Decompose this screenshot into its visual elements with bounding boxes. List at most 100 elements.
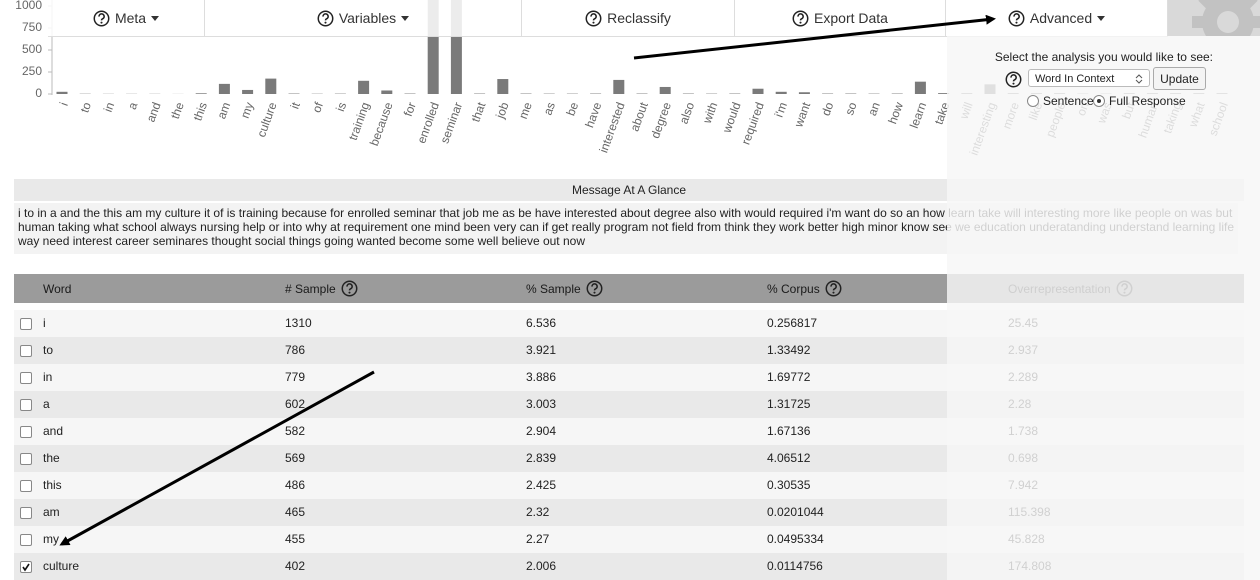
checkbox[interactable] — [20, 507, 32, 519]
radio-option[interactable]: Full Response — [1093, 94, 1186, 108]
checkbox[interactable] — [20, 318, 32, 330]
table-cell: 2.839 — [526, 451, 557, 465]
bar — [195, 93, 207, 94]
toolbar: Meta Variables Reclassify Export Data Advanc… — [48, 0, 1168, 37]
x-tick-label: training — [346, 100, 373, 142]
help-dot — [348, 291, 351, 294]
help-icon[interactable] — [825, 280, 842, 297]
help-circle — [585, 10, 602, 26]
checkbox[interactable] — [20, 399, 32, 411]
y-tick-label: 250 — [22, 64, 42, 78]
help-dot — [324, 21, 327, 24]
table-cell: a — [43, 397, 50, 411]
checkbox[interactable] — [20, 561, 32, 573]
table-cell: 2.27 — [526, 532, 550, 546]
x-tick-label: i'm — [772, 100, 790, 119]
checkbox[interactable] — [20, 345, 32, 357]
column-label: # Sample — [285, 281, 336, 296]
analysis-select[interactable]: Word In Context — [1028, 69, 1150, 87]
help-circle — [1008, 10, 1025, 26]
nav-label: Export Data — [814, 10, 888, 26]
nav-label: Reclassify — [607, 10, 671, 26]
column-header: % Sample — [526, 274, 603, 303]
update-button[interactable]: Update — [1153, 67, 1206, 90]
bar — [914, 81, 926, 94]
table-cell: 1.33492 — [767, 343, 811, 357]
x-tick-label: want — [791, 100, 813, 130]
table-cell: 465 — [285, 505, 306, 519]
bar — [242, 89, 254, 94]
x-tick-label: of — [309, 100, 326, 115]
help-icon[interactable] — [792, 10, 809, 27]
radio-option[interactable]: Sentence — [1027, 94, 1094, 108]
help-icon[interactable] — [1005, 71, 1022, 93]
nav-label: Meta — [114, 10, 147, 26]
table-cell: 3.003 — [526, 397, 557, 411]
column-header: # Sample — [285, 274, 358, 303]
help-dot — [1012, 82, 1015, 85]
help-dot — [593, 291, 596, 294]
x-tick-label: in — [101, 100, 117, 114]
bar — [218, 83, 230, 94]
checkbox[interactable] — [20, 480, 32, 492]
bar — [381, 90, 393, 94]
help-glyph — [345, 283, 353, 291]
help-circle — [93, 10, 110, 26]
bar — [938, 93, 950, 94]
column-header: % Corpus — [767, 274, 842, 303]
x-tick-label: about — [627, 100, 651, 134]
nav-button[interactable]: Reclassify — [522, 0, 735, 36]
checkbox[interactable] — [20, 426, 32, 438]
help-dot — [1015, 21, 1018, 24]
nav-button[interactable]: Meta — [48, 0, 205, 36]
table-cell: am — [43, 505, 60, 519]
x-tick-label: degree — [648, 100, 674, 140]
table-cell: my — [43, 532, 59, 546]
help-glyph — [590, 12, 597, 20]
table-cell: 2.006 — [526, 559, 557, 573]
help-glyph — [1010, 74, 1017, 82]
checkbox[interactable] — [20, 534, 32, 546]
bar — [659, 86, 671, 94]
help-glyph — [322, 12, 329, 20]
table-cell: this — [43, 478, 62, 492]
settings-gear[interactable] — [1168, 0, 1260, 36]
nav-button[interactable]: Advanced — [946, 0, 1168, 36]
table-cell: 6.536 — [526, 316, 557, 330]
x-tick-label: this — [190, 100, 210, 122]
nav-button[interactable]: Variables — [205, 0, 522, 36]
table-cell: 779 — [285, 370, 306, 384]
help-icon[interactable] — [586, 280, 603, 297]
help-icon[interactable] — [341, 280, 358, 297]
help-icon[interactable] — [93, 10, 110, 27]
x-tick-label: with — [700, 100, 721, 126]
table-cell: i — [43, 316, 46, 330]
help-icon[interactable] — [1005, 71, 1022, 88]
bar — [358, 80, 370, 94]
help-dot — [799, 21, 802, 24]
radio — [1093, 95, 1105, 107]
help-dot — [592, 21, 595, 24]
table-cell: 402 — [285, 559, 306, 573]
help-dot — [100, 21, 103, 24]
help-circle — [341, 280, 358, 297]
help-icon[interactable] — [1008, 10, 1025, 27]
select-value: Word In Context — [1035, 73, 1115, 85]
prompt: Select the analysis you would like to se… — [994, 50, 1213, 64]
caret — [1097, 15, 1106, 21]
nav-button[interactable]: Export Data — [735, 0, 946, 36]
x-tick-label: do — [819, 100, 837, 118]
checkbox[interactable] — [20, 453, 32, 465]
y-tick-label: 750 — [22, 20, 42, 34]
checkbox[interactable] — [20, 372, 32, 384]
check-path — [22, 563, 30, 572]
check-mark — [22, 563, 30, 572]
help-glyph — [98, 12, 105, 20]
x-tick-label: culture — [254, 100, 280, 139]
y-tick-label: 1000 — [15, 0, 42, 12]
help-icon[interactable] — [585, 10, 602, 27]
bar — [427, 0, 439, 94]
help-icon[interactable] — [317, 10, 334, 27]
column-label: Word — [43, 281, 72, 296]
